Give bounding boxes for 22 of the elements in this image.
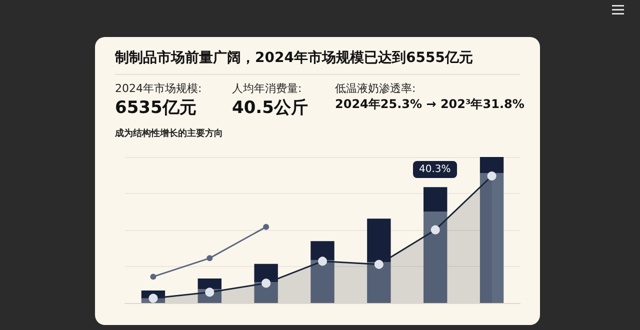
bar: [367, 218, 391, 262]
text: 低温液奶渗透率:: [335, 81, 417, 96]
bar: [310, 241, 334, 260]
bar: [367, 262, 391, 303]
bar: [480, 173, 504, 303]
bar: [424, 212, 448, 303]
bar: [424, 187, 448, 212]
bar: [198, 278, 222, 290]
point: [206, 255, 213, 262]
text: 成为结构性增长的主要方向: [115, 127, 223, 140]
text: 2024年市场规模:: [115, 81, 203, 96]
text: 2024年25.3% → 202³年31.8%: [335, 96, 524, 113]
point: [150, 274, 156, 280]
point: [263, 224, 270, 230]
text: 6535亿元: [115, 97, 198, 119]
chart-title: 制制品市场前量广阔，2024年市场规模已达到6555亿元: [115, 49, 473, 67]
bar: [310, 260, 334, 303]
bar: [254, 264, 278, 282]
text: 人均年消费量:: [232, 81, 303, 96]
text: 40.5公斤: [232, 97, 308, 119]
bar: [480, 157, 504, 174]
annotation: 40.3%: [413, 161, 457, 178]
